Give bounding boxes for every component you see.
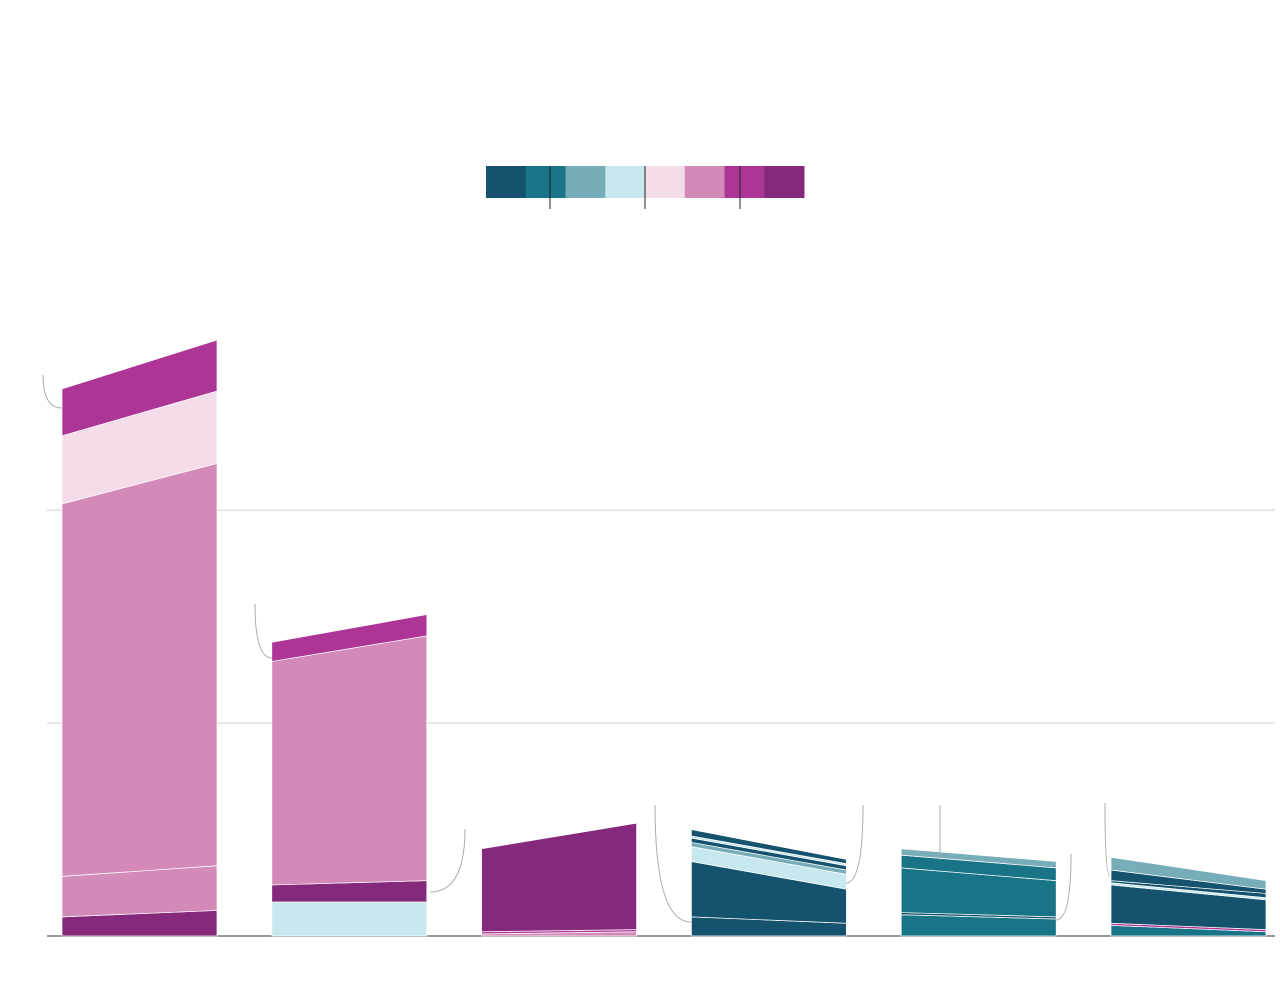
legend-swatch xyxy=(724,166,765,198)
leader-line xyxy=(254,603,273,659)
bar-segment xyxy=(61,339,218,437)
legend-swatch xyxy=(525,166,566,198)
legend-swatch xyxy=(645,166,686,198)
legend xyxy=(486,166,805,198)
grid xyxy=(47,509,1275,937)
legend-swatch xyxy=(764,166,805,198)
leader-line xyxy=(654,804,692,923)
leader-line xyxy=(1104,802,1111,877)
bar-segment xyxy=(1110,856,1267,890)
bars xyxy=(61,339,1267,937)
bar-segment xyxy=(61,463,218,877)
legend-swatch xyxy=(486,166,527,198)
leader-lines xyxy=(42,374,1111,923)
leader-line xyxy=(1055,853,1072,921)
legend-swatch xyxy=(605,166,646,198)
legend-swatch xyxy=(565,166,606,198)
bar-segment xyxy=(271,614,428,662)
bar-segment xyxy=(271,901,428,937)
legend-ticks xyxy=(549,166,741,209)
leader-line xyxy=(845,804,864,884)
bar-segment xyxy=(481,822,637,933)
leader-line xyxy=(42,374,63,409)
bar-segment xyxy=(271,635,428,886)
leader-line xyxy=(429,828,466,893)
legend-swatch xyxy=(684,166,725,198)
bar-segment xyxy=(691,829,847,865)
